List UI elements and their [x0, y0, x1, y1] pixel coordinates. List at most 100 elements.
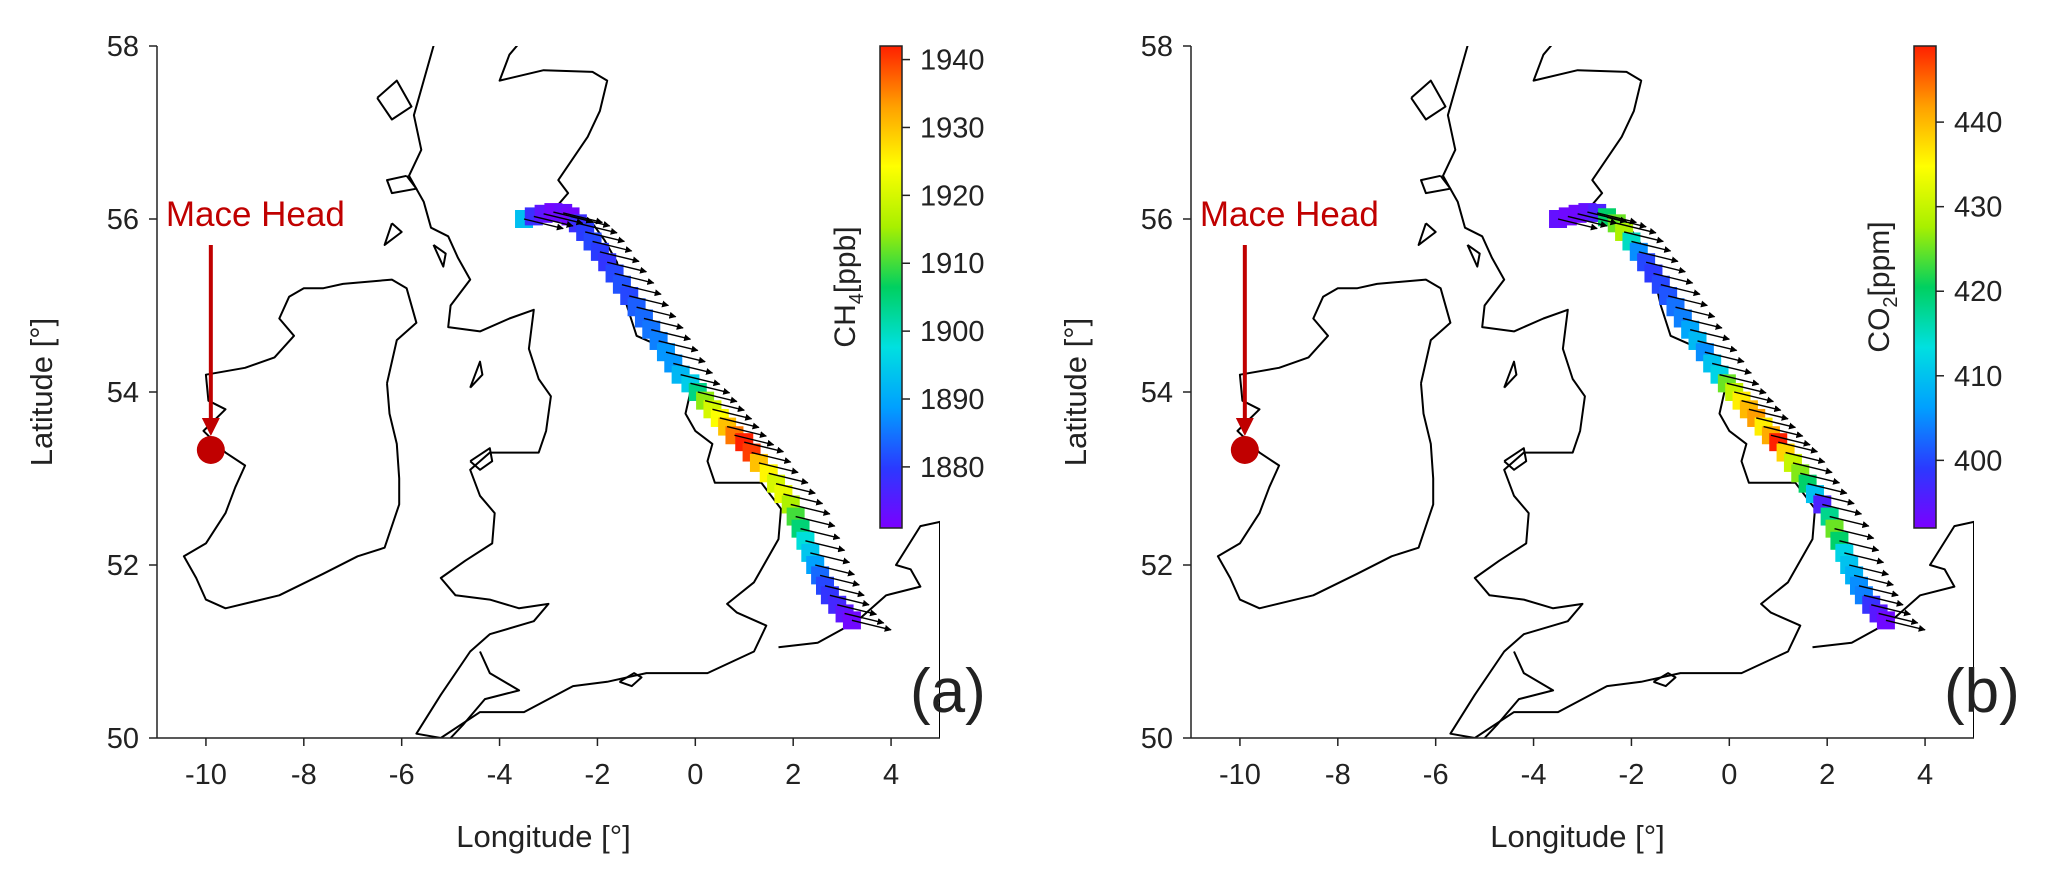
coastline-6: [1417, 222, 1437, 246]
wind-arrow-19: [673, 362, 714, 375]
colorbar-tick-label-5: 1930: [920, 112, 985, 144]
wind-arrow-17: [658, 340, 699, 353]
wind-arrow-27: [734, 434, 775, 447]
coastline-10: [449, 651, 521, 738]
wind-arrow-11: [614, 272, 655, 285]
wind-arrow-24: [712, 408, 753, 421]
wind-arrow-43: [837, 604, 878, 617]
coastline-9: [1812, 520, 1974, 738]
wind-arrows: [1557, 211, 1926, 632]
wind-arrow-18: [1704, 351, 1745, 364]
wind-arrow-4: [563, 212, 604, 225]
colorbar-tick-label-4: 1920: [920, 180, 985, 212]
wind-arrow-5: [1606, 216, 1647, 229]
wind-arrow-16: [1689, 329, 1730, 342]
coastline-2: [469, 360, 484, 389]
wind-arrow-6: [1616, 222, 1657, 235]
wind-arrow-13: [1667, 295, 1708, 308]
coastline-5: [376, 79, 413, 121]
wind-arrow-39: [815, 564, 856, 577]
y-tick-label-0: 50: [1141, 723, 1173, 755]
y-tick-label-4: 58: [1141, 31, 1173, 63]
coastline-1: [408, 46, 782, 738]
wind-arrow-29: [1785, 451, 1826, 464]
wind-arrow-14: [636, 306, 677, 319]
wind-arrow-2: [1577, 213, 1618, 226]
wind-arrow-12: [1660, 284, 1701, 297]
x-tick-label-6: 2: [1819, 759, 1835, 791]
wind-arrow-37: [805, 540, 846, 553]
wind-arrow-25: [719, 417, 760, 430]
coastline-4: [618, 672, 643, 688]
coastline-8: [1466, 244, 1481, 268]
mace-head-label: Mace Head: [1200, 195, 1379, 234]
wind-arrow-14: [1675, 306, 1716, 319]
colorbar-tick-label-2: 1900: [920, 316, 985, 348]
wind-arrow-34: [790, 503, 831, 516]
wind-arrow-9: [1638, 251, 1679, 264]
chart-panel-co2: -10 -8 -6 -4 -2 0 2 4 50 52 54 56 58 Longitude [°] Lat…: [1034, 0, 2067, 876]
wind-arrow-15: [643, 317, 684, 330]
wind-arrow-15: [1682, 317, 1723, 330]
coastline-7: [386, 174, 418, 195]
wind-arrow-34: [1822, 503, 1863, 516]
panel-label: (a): [910, 657, 986, 726]
y-tick-label-1: 52: [107, 550, 139, 582]
coastline-7: [1420, 174, 1452, 195]
coastline-9: [778, 520, 940, 738]
x-tick-label-5: 0: [687, 759, 703, 791]
wind-arrow-31: [768, 472, 809, 485]
wind-arrow-0: [1557, 218, 1598, 231]
chart-panel-ch4: -10 -8 -6 -4 -2 0 2 4 50 52 54 56 58 Longitude [°] Lat…: [0, 0, 1033, 876]
x-axis-label: Longitude [°]: [1490, 819, 1664, 854]
wind-arrow-21: [690, 382, 731, 395]
x-tick-label-2: -6: [389, 759, 415, 791]
x-tick-label-1: -8: [291, 759, 317, 791]
wind-arrow-23: [1741, 399, 1782, 413]
wind-arrow-9: [599, 251, 640, 264]
wind-arrow-36: [1834, 527, 1875, 541]
wind-arrow-7: [1623, 231, 1664, 244]
colorbar-tick-label-3: 1910: [920, 248, 985, 280]
wind-arrow-28: [1778, 441, 1819, 454]
wind-arrow-22: [1734, 391, 1775, 404]
wind-arrow-44: [1878, 612, 1919, 625]
colorbar-tick-label-3: 430: [1954, 192, 2002, 224]
x-tick-label-0: -10: [1219, 759, 1261, 791]
wind-arrow-20: [1719, 374, 1760, 387]
mace-head-marker: [196, 435, 225, 464]
colorbar: 400 410 420 430 440 CO2[ppm]: [1863, 45, 2002, 529]
wind-arrow-30: [1792, 462, 1833, 475]
wind-arrow-6: [577, 222, 618, 235]
coastline-3: [469, 447, 494, 471]
colorbar-tick-label-4: 440: [1954, 107, 2002, 139]
y-tick-label-0: 50: [107, 723, 139, 755]
co2-map-chart: -10 -8 -6 -4 -2 0 2 4 50 52 54 56 58 Longitude [°] Lat…: [1058, 31, 2020, 854]
wind-arrow-25: [1756, 417, 1797, 430]
coastline-6: [383, 222, 403, 246]
wind-arrow-13: [629, 295, 670, 308]
x-tick-label-0: -10: [185, 759, 227, 791]
wind-arrows: [523, 211, 892, 632]
mace-head-marker: [1230, 435, 1259, 464]
coastline-10: [1483, 651, 1555, 738]
wind-arrow-44: [844, 612, 885, 625]
coastline-8: [432, 244, 447, 268]
wind-arrow-42: [1863, 594, 1904, 607]
coastline-0: [1216, 278, 1452, 610]
wind-arrow-29: [751, 451, 792, 464]
wind-arrow-22: [697, 391, 738, 404]
panel-label: (b): [1944, 657, 2020, 726]
mace-head-label: Mace Head: [166, 195, 345, 234]
wind-arrow-26: [1763, 425, 1804, 439]
ch4-map-chart: -10 -8 -6 -4 -2 0 2 4 50 52 54 56 58 Longitude [°] Lat…: [24, 31, 986, 854]
wind-arrow-8: [1631, 240, 1672, 253]
wind-arrow-40: [819, 574, 860, 587]
wind-arrow-32: [1807, 483, 1848, 496]
coastline-1: [1442, 46, 1816, 738]
wind-arrow-33: [1814, 493, 1855, 506]
colorbar-tick-label-0: 400: [1954, 445, 2002, 477]
wind-arrow-26: [726, 425, 767, 439]
wind-arrow-7: [585, 231, 626, 244]
y-tick-label-3: 56: [107, 204, 139, 236]
